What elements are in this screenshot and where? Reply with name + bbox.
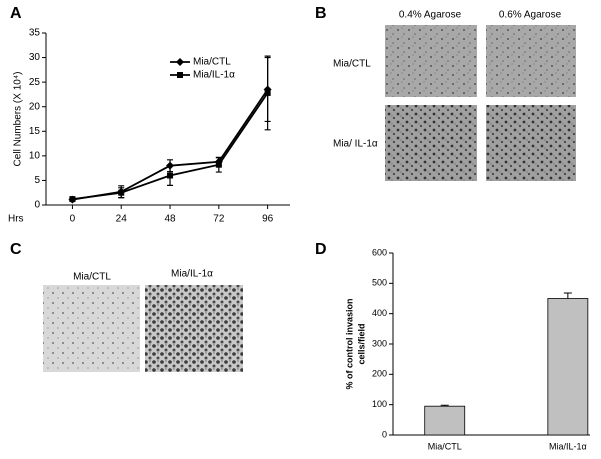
x-tick-label: Mia/IL-1α bbox=[549, 441, 587, 451]
legend-label: Mia/CTL bbox=[193, 57, 231, 68]
bar bbox=[424, 405, 466, 436]
micrograph bbox=[43, 285, 140, 372]
marker bbox=[69, 196, 76, 203]
y-tick-label: 300 bbox=[372, 338, 387, 348]
y-tick-label: 200 bbox=[372, 369, 387, 379]
micrograph bbox=[486, 25, 576, 97]
legend-marker bbox=[176, 58, 184, 66]
x-tick-label: Mia/CTL bbox=[428, 441, 462, 451]
y-tick-label: 5 bbox=[34, 175, 40, 186]
y-axis-label: cells/field bbox=[356, 323, 366, 364]
panel-label: C bbox=[10, 241, 22, 258]
column-label: Mia/IL-1α bbox=[171, 269, 213, 280]
y-tick-label: 30 bbox=[29, 52, 41, 63]
y-tick-label: 100 bbox=[372, 399, 387, 409]
x-axis-label: Hrs bbox=[8, 214, 24, 225]
marker bbox=[215, 161, 222, 168]
y-axis-label: Cell Numbers (X 10⁴) bbox=[13, 72, 24, 167]
x-tick-label: 96 bbox=[262, 214, 274, 225]
row-label: Mia/ IL-1α bbox=[333, 139, 378, 150]
y-tick-label: 0 bbox=[382, 429, 387, 439]
panel-label: B bbox=[315, 5, 327, 22]
row-label: Mia/CTL bbox=[333, 59, 371, 70]
y-tick-label: 0 bbox=[34, 200, 40, 211]
y-axis-label: % of control invasion bbox=[344, 298, 354, 389]
error-bar bbox=[440, 404, 449, 407]
y-tick-label: 600 bbox=[372, 247, 387, 257]
y-tick-label: 35 bbox=[29, 28, 41, 39]
micrograph bbox=[385, 105, 477, 181]
marker bbox=[118, 189, 125, 196]
panel-label: A bbox=[10, 5, 22, 22]
y-tick-label: 500 bbox=[372, 278, 387, 288]
error-bar bbox=[563, 292, 572, 299]
legend-marker bbox=[177, 72, 183, 78]
column-label: Mia/CTL bbox=[73, 272, 111, 283]
column-label: 0.4% Agarose bbox=[399, 10, 462, 21]
x-tick-label: 24 bbox=[116, 214, 128, 225]
marker bbox=[264, 89, 271, 96]
x-tick-label: 72 bbox=[213, 214, 225, 225]
y-tick-label: 25 bbox=[29, 77, 41, 88]
y-tick-label: 400 bbox=[372, 308, 387, 318]
micrograph bbox=[145, 285, 243, 372]
micrograph bbox=[385, 25, 477, 97]
bar bbox=[547, 298, 589, 436]
micrograph bbox=[486, 105, 576, 181]
x-tick-label: 48 bbox=[164, 214, 176, 225]
legend-label: Mia/IL-1α bbox=[193, 70, 235, 81]
y-tick-label: 20 bbox=[29, 101, 41, 112]
y-tick-label: 15 bbox=[29, 126, 41, 137]
column-label: 0.6% Agarose bbox=[499, 10, 562, 21]
x-tick-label: 0 bbox=[70, 214, 76, 225]
panel-label: D bbox=[315, 241, 327, 258]
y-tick-label: 10 bbox=[29, 150, 41, 161]
marker bbox=[167, 172, 174, 179]
